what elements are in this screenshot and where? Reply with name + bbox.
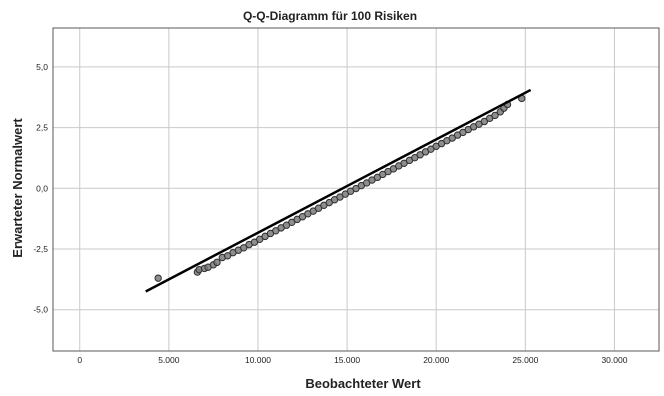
x-tick-label: 25.000 (512, 355, 538, 365)
y-tick-label: 5,0 (36, 62, 48, 72)
reference-line (145, 88, 532, 293)
x-tick-label: 5.000 (158, 355, 180, 365)
x-tick-label: 20.000 (423, 355, 449, 365)
x-tick-label: 0 (77, 355, 82, 365)
data-point (491, 111, 499, 120)
x-tick-label: 15.000 (334, 355, 360, 365)
y-tick-label: 0,0 (36, 183, 48, 193)
y-tick-label: -2,5 (33, 244, 48, 254)
data-point (240, 244, 248, 252)
data-point (154, 274, 162, 282)
x-axis-title: Beobachteter Wert (305, 376, 421, 391)
data-point (480, 117, 489, 126)
data-point (223, 252, 232, 260)
x-tick-label: 10.000 (245, 355, 271, 365)
reference-line-group (145, 88, 532, 293)
y-axis-ticks: -5,0 -2,5 0,0 2,5 5,0 (33, 62, 48, 315)
data-point (213, 258, 221, 267)
y-tick-label: 2,5 (36, 123, 48, 133)
x-tick-label: 30.000 (601, 355, 627, 365)
grid (53, 28, 659, 351)
y-tick-label: -5,0 (33, 305, 48, 315)
data-points (154, 94, 526, 282)
chart-title: Q-Q-Diagramm für 100 Risiken (243, 9, 417, 23)
x-axis-ticks: 0 5.000 10.000 15.000 20.000 25.000 30.000 (77, 355, 627, 365)
y-axis-title: Erwarteter Normalwert (10, 118, 25, 258)
plot-frame (52, 27, 660, 352)
